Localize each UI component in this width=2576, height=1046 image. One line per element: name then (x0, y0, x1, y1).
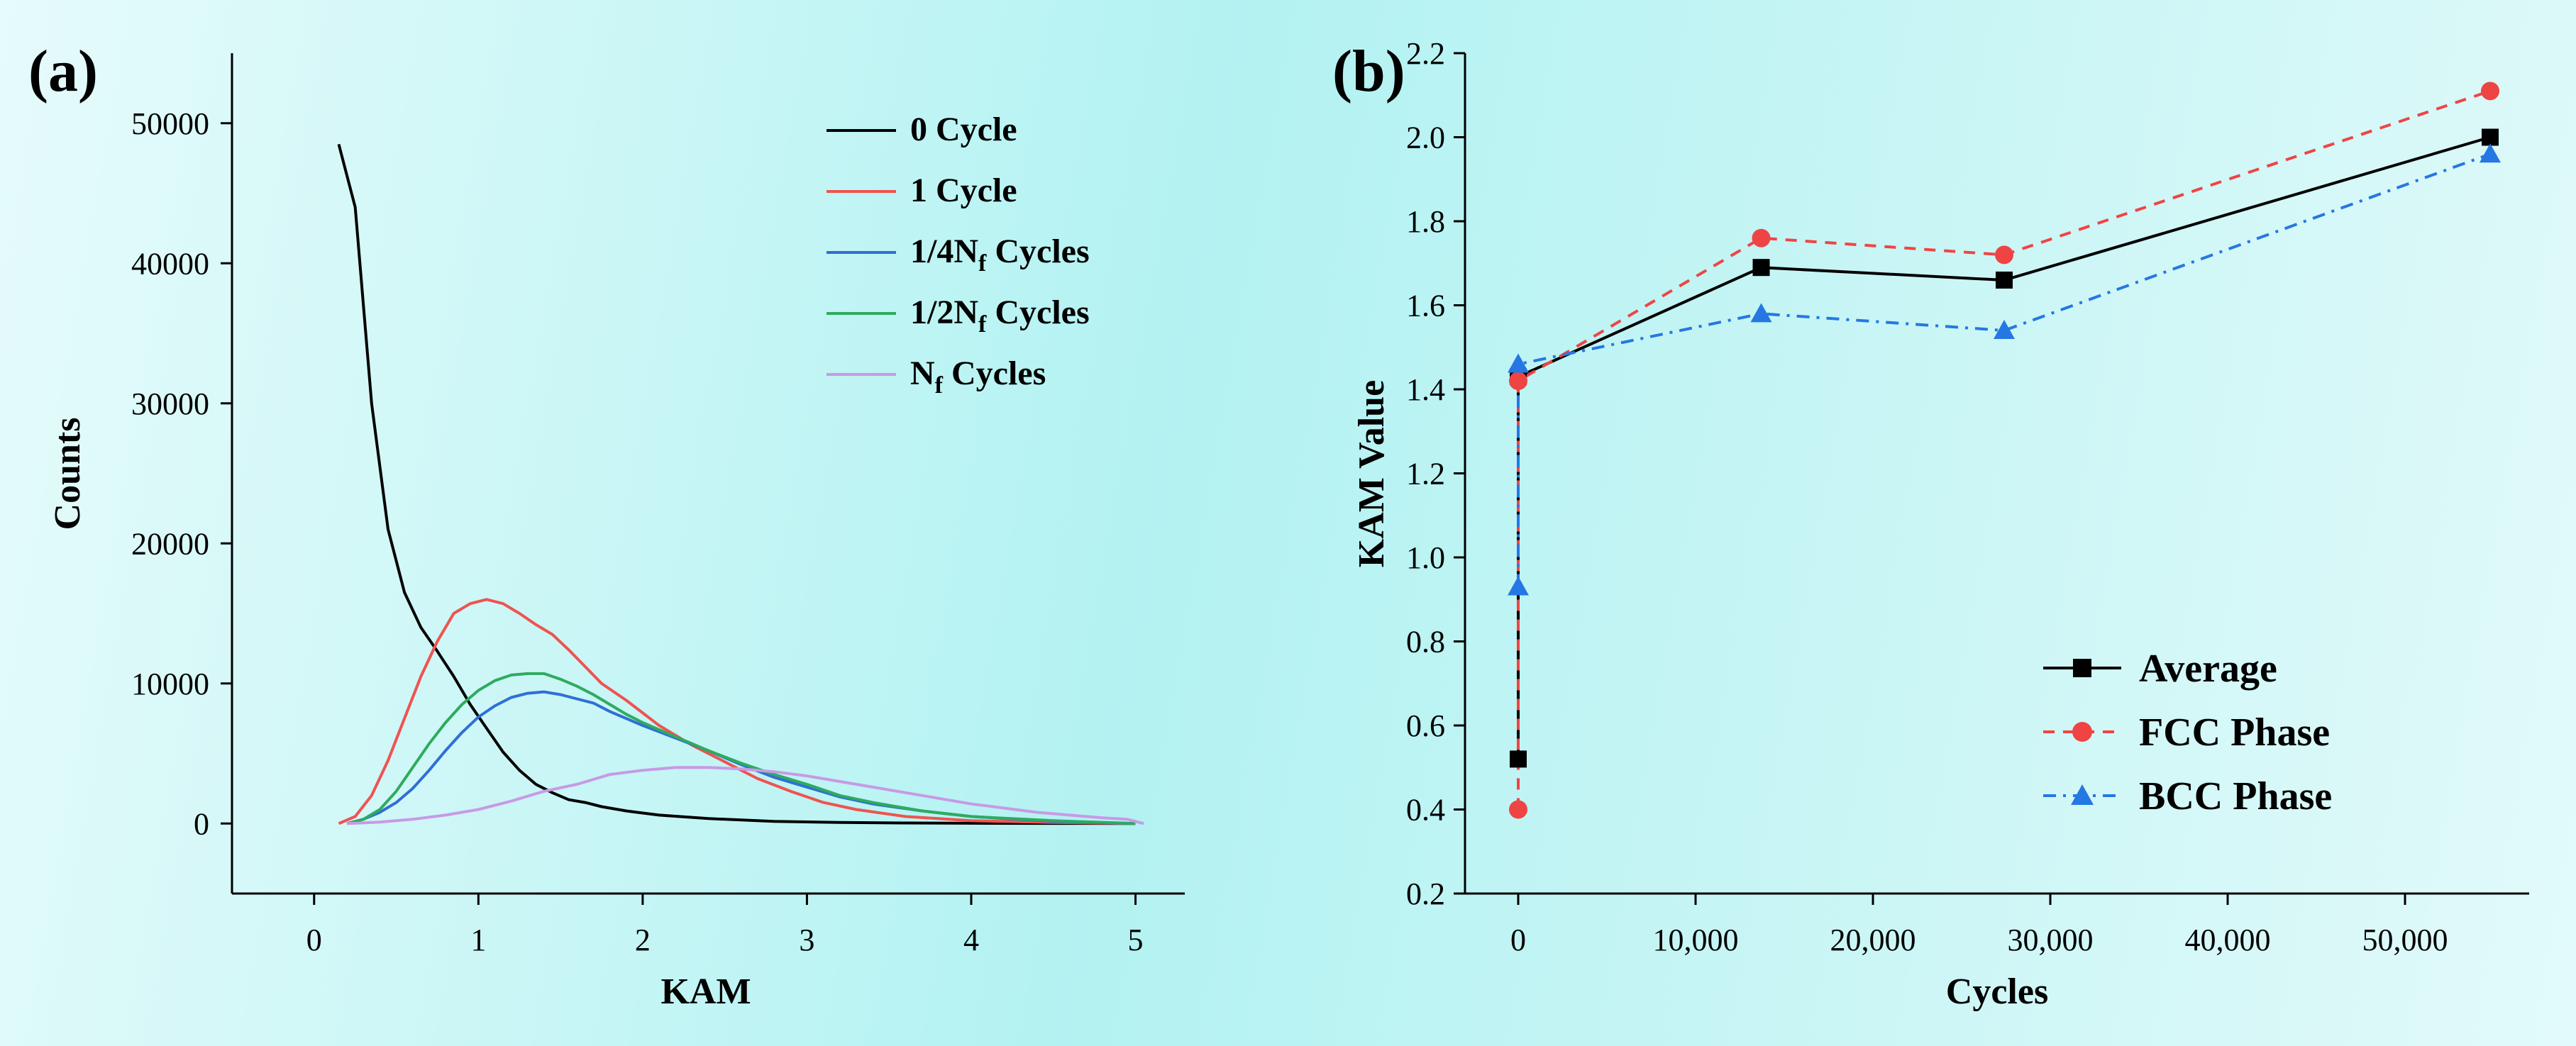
a-x-tick-label: 3 (799, 923, 814, 957)
series-line-nf-cycles (347, 766, 1144, 825)
b-y-tick-label: 0.8 (1406, 625, 1445, 660)
series-line-fcc-phase (1517, 89, 2491, 810)
panel-a-y-title: Counts (48, 418, 88, 530)
point-marker-fcc-phase (2072, 722, 2092, 742)
a-x-tick-label: 1 (470, 923, 486, 957)
point-marker-bcc-phase (2480, 143, 2501, 163)
panel-b-legend: Average FCC Phase BCC Phase (2043, 647, 2332, 818)
series-line-bcc-phase (1517, 152, 2491, 587)
legend-label-1-2nf-cycles: 1/2Nf Cycles (910, 294, 1090, 338)
point-marker-fcc-phase (1752, 228, 1771, 247)
panel-a-x-title: KAM (660, 972, 751, 1012)
b-y-tick-label: 1.8 (1406, 204, 1445, 239)
point-marker-fcc-phase (1995, 245, 2013, 265)
point-marker-average (2073, 659, 2091, 677)
legend-label-fcc-phase: FCC Phase (2139, 711, 2330, 755)
point-marker-bcc-phase (1508, 353, 1529, 373)
b-y-tick-label: 2.2 (1406, 36, 1445, 71)
legend-label-1-4nf-cycles: 1/4Nf Cycles (910, 233, 1090, 277)
point-marker-fcc-phase (2481, 82, 2499, 101)
panel-b: (b) 0 10,000 20,000 30,000 40,000 50,000 0.2 0.… (1332, 36, 2529, 1012)
b-y-tick-label: 1.6 (1406, 289, 1445, 323)
panel-b-y-title: KAM Value (1351, 380, 1392, 567)
point-marker-fcc-phase (1509, 800, 1527, 819)
series-line-1-4nf-cycles (346, 690, 1136, 825)
point-marker-average (2482, 128, 2499, 146)
a-x-tick-label: 2 (635, 923, 651, 957)
b-x-tick-label: 30,000 (2008, 923, 2094, 957)
point-marker-average (1752, 259, 1770, 277)
b-y-tick-label: 1.0 (1406, 540, 1445, 575)
series-line-average (1517, 135, 2491, 760)
panel-a-label: (a) (28, 38, 98, 104)
panel-a-ticks: 0 1 2 3 4 5 0 10000 20000 30000 40000 50000 (131, 106, 1144, 957)
legend-label-average: Average (2139, 647, 2277, 691)
point-marker-bcc-phase (1508, 576, 1529, 596)
b-x-tick-label: 10,000 (1653, 923, 1739, 957)
point-marker-bcc-phase (1994, 320, 2015, 340)
point-marker-average (1996, 271, 2013, 289)
b-y-tick-label: 1.4 (1406, 372, 1445, 407)
b-x-tick-label: 50,000 (2362, 923, 2448, 957)
b-x-tick-label: 40,000 (2185, 923, 2271, 957)
a-x-tick-label: 4 (963, 923, 979, 957)
point-marker-bcc-phase (2071, 784, 2094, 805)
legend-label-1-cycle: 1 Cycle (910, 172, 1017, 209)
a-x-tick-label: 0 (306, 923, 322, 957)
b-x-tick-label: 20,000 (1830, 923, 1916, 957)
legend-label-0-cycle: 0 Cycle (910, 111, 1017, 148)
series-line-0-cycle (337, 143, 1136, 825)
b-y-tick-label: 1.2 (1406, 457, 1445, 491)
a-y-tick-label: 40000 (131, 246, 209, 281)
panel-b-ticks: 0 10,000 20,000 30,000 40,000 50,000 0.2 0.4 0.6… (1406, 36, 2448, 957)
point-marker-bcc-phase (1750, 303, 1772, 323)
a-y-tick-label: 50000 (131, 106, 209, 141)
panel-a-legend: 0 Cycle 1 Cycle 1/4Nf Cycles 1/2Nf Cycles Nf… (827, 111, 1090, 399)
a-y-tick-label: 0 (194, 806, 209, 841)
b-y-tick-label: 2.0 (1406, 121, 1445, 155)
legend-label-nf-cycles: Nf Cycles (910, 355, 1046, 399)
point-marker-fcc-phase (1509, 372, 1527, 391)
panel-a-series (337, 143, 1144, 825)
b-x-tick-label: 0 (1510, 923, 1526, 957)
a-y-tick-label: 10000 (131, 667, 209, 701)
a-y-tick-label: 20000 (131, 526, 209, 561)
panel-b-x-title: Cycles (1946, 972, 2048, 1012)
a-x-tick-label: 5 (1128, 923, 1144, 957)
panel-b-label: (b) (1332, 38, 1405, 104)
legend-label-bcc-phase: BCC Phase (2139, 774, 2332, 818)
a-y-tick-label: 30000 (131, 386, 209, 421)
panel-b-series (1508, 82, 2501, 819)
series-line-1-2nf-cycles (346, 672, 1136, 825)
b-y-tick-label: 0.4 (1406, 793, 1445, 828)
b-y-tick-label: 0.2 (1406, 877, 1445, 911)
panel-a: (a) 0 1 2 3 4 5 0 10000 20000 30000 40000 50000 0 C… (28, 38, 1185, 1012)
point-marker-average (1510, 750, 1527, 768)
b-y-tick-label: 0.6 (1406, 708, 1445, 743)
series-line-1-cycle (338, 598, 1136, 825)
